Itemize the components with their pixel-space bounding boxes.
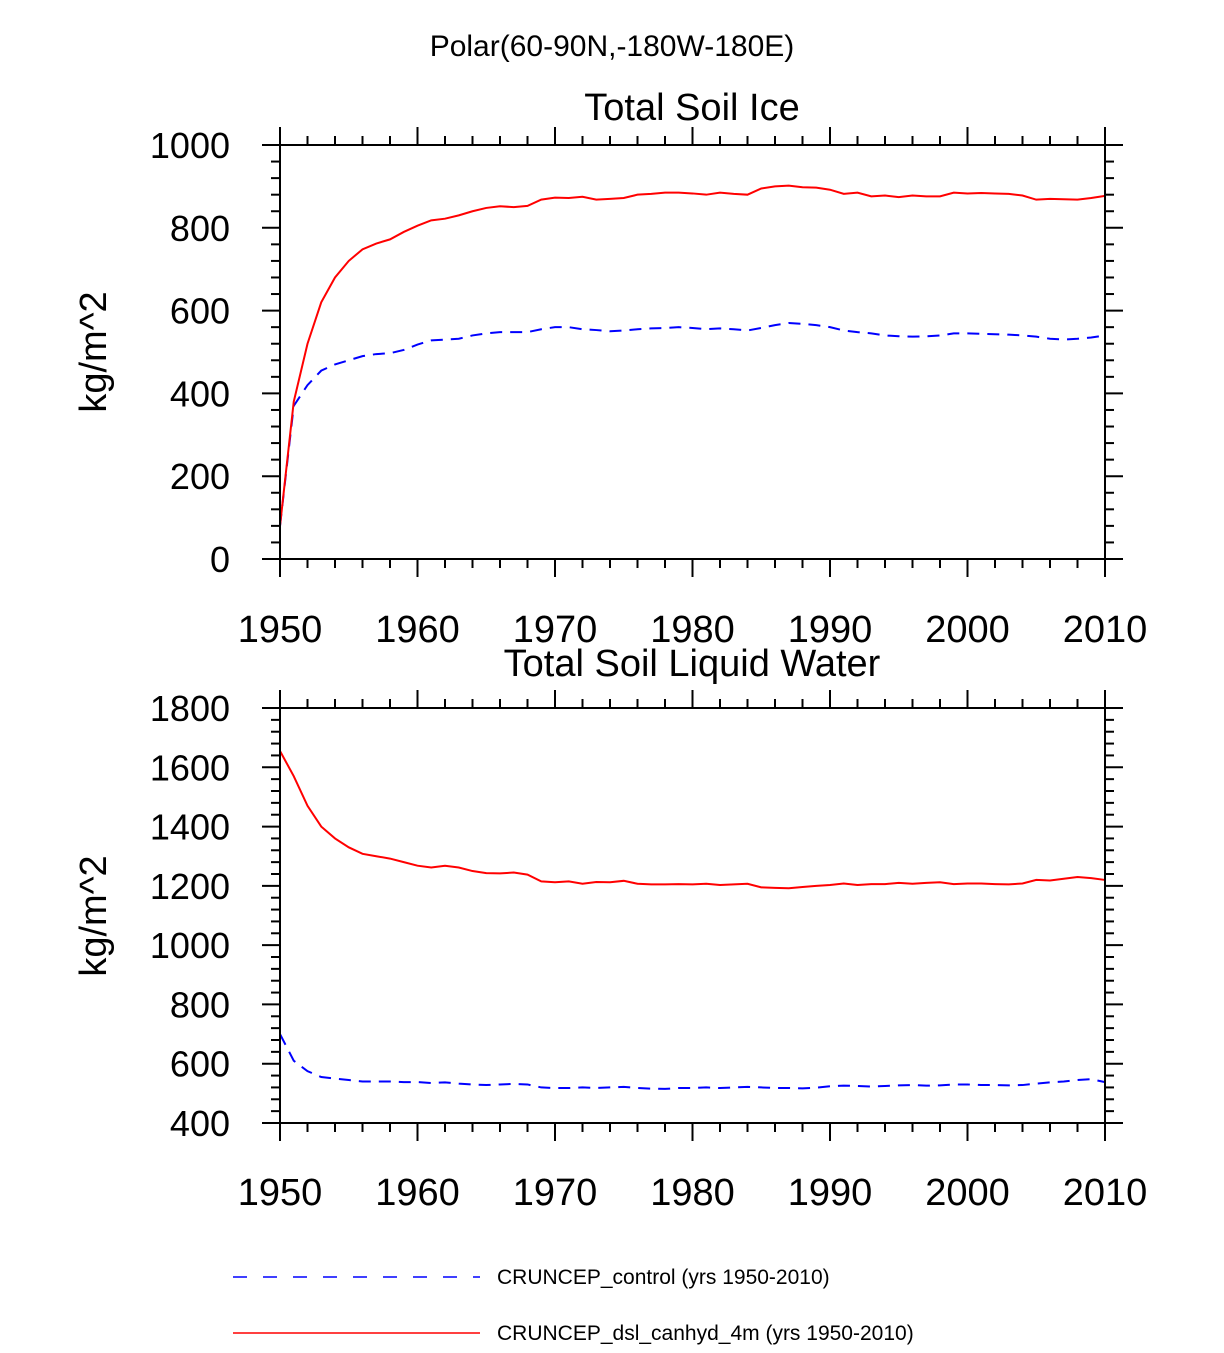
x-tick-label: 1970 — [513, 1172, 598, 1214]
panel-title: Total Soil Liquid Water — [504, 643, 881, 685]
x-tick-label: 1990 — [788, 1172, 873, 1214]
y-tick-label: 400 — [170, 373, 230, 414]
y-tick-label: 1800 — [150, 688, 230, 729]
x-tick-label: 1960 — [375, 1172, 460, 1214]
panel-title: Total Soil Ice — [584, 87, 799, 129]
series-line-dsl-canhyd-4m — [279, 750, 1106, 890]
y-tick-label: 1400 — [150, 807, 230, 848]
x-tick-label: 1990 — [788, 609, 873, 651]
y-tick-label: 1600 — [150, 747, 230, 788]
y-tick-label: 1000 — [150, 125, 230, 166]
plot-frame — [279, 144, 1106, 560]
panel-total-soil-liquid-water: Total Soil Liquid Water kg/m^2 1950 1960 1… — [73, 643, 1147, 1214]
y-tick-label: 800 — [170, 208, 230, 249]
figure-suptitle: Polar(60-90N,-180W-180E) — [430, 30, 795, 63]
y-tick-label: 1200 — [150, 866, 230, 907]
x-tick-label: 1960 — [375, 609, 460, 651]
y-tick-label: 0 — [210, 539, 230, 580]
x-tick-label: 2010 — [1063, 609, 1148, 651]
y-tick-label: 200 — [170, 456, 230, 497]
legend-label-dsl: CRUNCEP_dsl_canhyd_4m (yrs 1950-2010) — [497, 1322, 914, 1345]
x-tick-label: 2000 — [925, 1172, 1010, 1214]
x-tick-label: 1950 — [238, 609, 323, 651]
y-tick-label: 600 — [170, 291, 230, 332]
y-axis-label: kg/m^2 — [73, 291, 115, 412]
panel-total-soil-ice: Total Soil Ice kg/m^2 1950 1960 1970 1980 19… — [73, 87, 1147, 651]
y-axis-label: kg/m^2 — [73, 855, 115, 976]
series-line-dsl-canhyd-4m — [279, 184, 1106, 526]
series-line-control — [279, 322, 1106, 526]
x-tick-label: 1980 — [650, 1172, 735, 1214]
plot-frame — [279, 707, 1106, 1124]
y-tick-label: 600 — [170, 1044, 230, 1085]
y-tick-label: 800 — [170, 984, 230, 1025]
series-line-control — [279, 1033, 1106, 1090]
legend: CRUNCEP_control (yrs 1950-2010) CRUNCEP_… — [233, 1266, 914, 1345]
y-tick-label: 400 — [170, 1103, 230, 1144]
x-tick-label: 2010 — [1063, 1172, 1148, 1214]
x-tick-label: 1970 — [513, 609, 598, 651]
legend-label-control: CRUNCEP_control (yrs 1950-2010) — [497, 1266, 830, 1289]
x-tick-label: 1950 — [238, 1172, 323, 1214]
x-tick-label: 2000 — [925, 609, 1010, 651]
y-tick-label: 1000 — [150, 925, 230, 966]
x-tick-label: 1980 — [650, 609, 735, 651]
